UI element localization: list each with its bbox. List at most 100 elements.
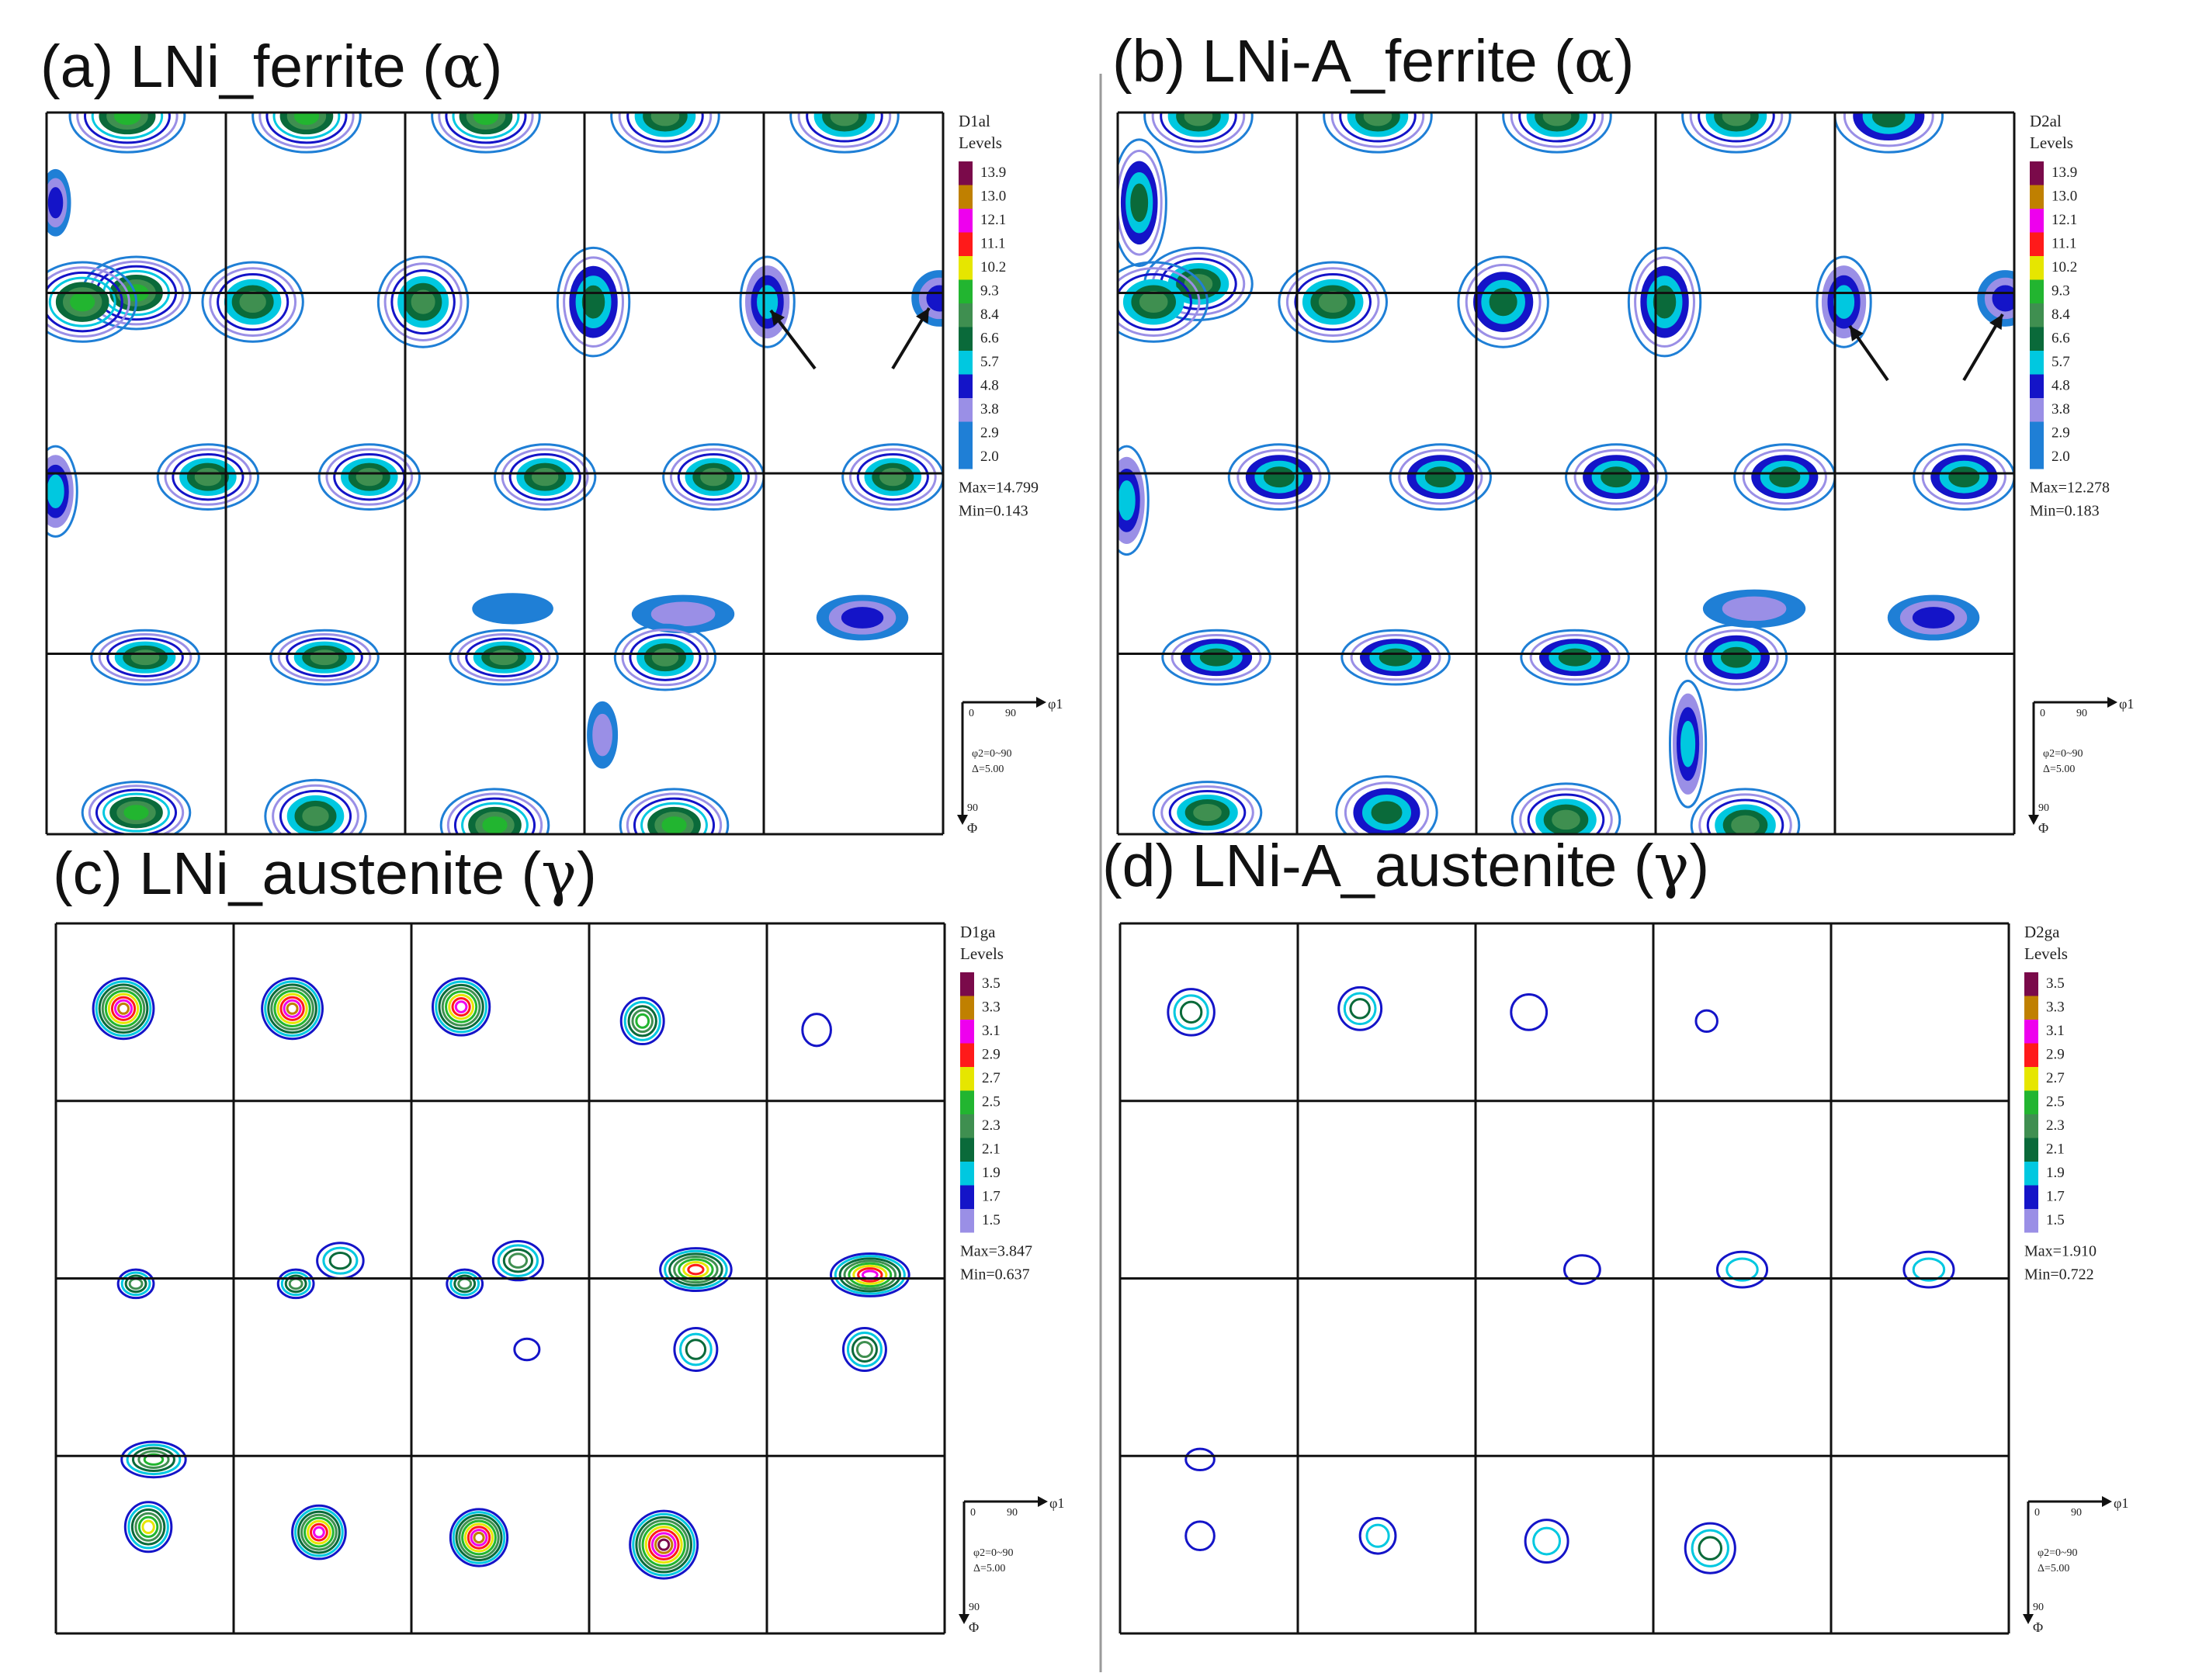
legend-level-value: 3.1 — [982, 1023, 1001, 1039]
orientation-peak — [491, 1239, 544, 1282]
contour-level — [1558, 648, 1592, 667]
contour-level — [117, 1002, 130, 1015]
panel-c-odf-sections — [54, 922, 946, 1635]
legend-swatch — [960, 1067, 974, 1091]
contour-level — [130, 1508, 166, 1546]
legend-swatch — [960, 1209, 974, 1233]
contour-level — [1278, 261, 1388, 343]
contour-level — [239, 291, 266, 313]
contour-level — [91, 113, 164, 140]
contour-level — [641, 1522, 686, 1567]
contour-level — [98, 983, 149, 1034]
contour-level — [1694, 1009, 1719, 1034]
orientation-peak — [269, 629, 380, 686]
contour-level — [438, 983, 484, 1031]
legend-level-value: 2.7 — [982, 1070, 1001, 1086]
contour-level — [679, 1332, 713, 1367]
orientation-peak — [1457, 255, 1549, 348]
axis-key-zero: 0 — [970, 1507, 976, 1519]
contour-level — [626, 113, 704, 143]
axis-key-phi-ninety: 90 — [2033, 1602, 2044, 1613]
contour-level — [1634, 256, 1696, 348]
arrow — [891, 307, 931, 370]
axis-key-delta: Δ=5.00 — [972, 764, 1004, 775]
legend-swatch — [960, 1043, 974, 1067]
orientation-peak — [1684, 623, 1788, 691]
contour-level — [1698, 113, 1775, 143]
contour-level — [279, 996, 305, 1021]
legend-heading: Levels — [2024, 944, 2068, 963]
orientation-peak — [472, 593, 553, 625]
axis-key-phi-label: Φ — [969, 1619, 979, 1635]
legend-swatch — [2024, 1185, 2038, 1209]
orientation-peak — [1564, 443, 1668, 511]
contour-level — [1330, 113, 1425, 148]
legend-swatch — [2030, 303, 2044, 327]
contour-level — [739, 255, 796, 348]
contour-level — [164, 448, 252, 506]
contour-level — [264, 980, 321, 1037]
contour-level — [1872, 113, 1906, 128]
contour-level — [1921, 449, 2006, 505]
contour-level — [441, 987, 481, 1027]
panel-d-contours — [1167, 985, 1955, 1574]
contour-level — [532, 468, 559, 487]
contour-level — [124, 1274, 147, 1294]
contour-level — [452, 113, 520, 140]
contour-level — [280, 1271, 311, 1297]
axis-key-phi-label: Φ — [2038, 820, 2048, 836]
legend-level-value: 1.9 — [2046, 1165, 2065, 1181]
contour-level — [470, 1529, 488, 1547]
contour-level — [629, 633, 702, 681]
orientation-peak — [619, 996, 665, 1046]
axis-key-phi-arrowhead — [957, 815, 968, 825]
contour-level — [1171, 634, 1262, 681]
orientation-peak — [431, 977, 491, 1037]
contour-level — [83, 113, 171, 144]
contour-level — [120, 1440, 187, 1479]
legend-swatch — [2030, 351, 2044, 375]
contour-level — [633, 797, 716, 834]
contour-level — [851, 1335, 878, 1363]
contour-level — [1285, 267, 1380, 338]
contour-level — [631, 1009, 654, 1034]
contour-level — [446, 1268, 484, 1300]
legend-level-value: 1.7 — [2046, 1189, 2065, 1205]
axis-key-phi1-label: φ1 — [1048, 696, 1063, 712]
arrow-head — [1989, 314, 2003, 331]
contour-level — [1684, 623, 1788, 691]
contour-level — [700, 468, 727, 487]
contour-level — [116, 1268, 155, 1300]
axis-key-phi1-arrowhead — [2102, 1496, 2112, 1507]
orientation-peak — [587, 701, 619, 769]
contour-level — [1698, 1536, 1723, 1560]
orientation-peak — [1913, 443, 2014, 511]
legend-swatch — [2024, 1162, 2038, 1186]
legend-level-value: 2.9 — [982, 1047, 1001, 1063]
contour-level — [1118, 267, 1201, 338]
legend-level-value: 5.7 — [980, 354, 999, 370]
contour-level — [101, 986, 146, 1031]
axis-key-phi1-arrowhead — [2107, 697, 2117, 708]
orientation-peak — [1668, 679, 1708, 809]
contour-level — [1358, 1516, 1397, 1555]
contour-level — [297, 1510, 341, 1554]
legend-swatch — [2024, 972, 2038, 996]
contour-level — [1349, 998, 1371, 1020]
contour-level — [657, 1538, 671, 1551]
legend-swatch — [2030, 421, 2044, 445]
contour-level — [1722, 113, 1751, 126]
contour-level — [95, 980, 152, 1037]
legend-level-value: 6.6 — [2051, 331, 2070, 347]
panel-c-title: (c) LNi_austenite (γ) — [53, 840, 597, 909]
legend-swatch — [2024, 1114, 2038, 1138]
contour-level — [217, 272, 290, 331]
orientation-peak — [610, 113, 720, 154]
axis-key-phi-label: Φ — [967, 820, 977, 836]
contour-level — [106, 637, 184, 677]
legend-level-value: 10.2 — [2051, 259, 2077, 275]
contour-level — [1335, 775, 1438, 834]
orientation-peak — [1715, 1250, 1769, 1289]
legend-min: Min=0.183 — [2030, 503, 2100, 520]
arrow — [769, 309, 817, 370]
